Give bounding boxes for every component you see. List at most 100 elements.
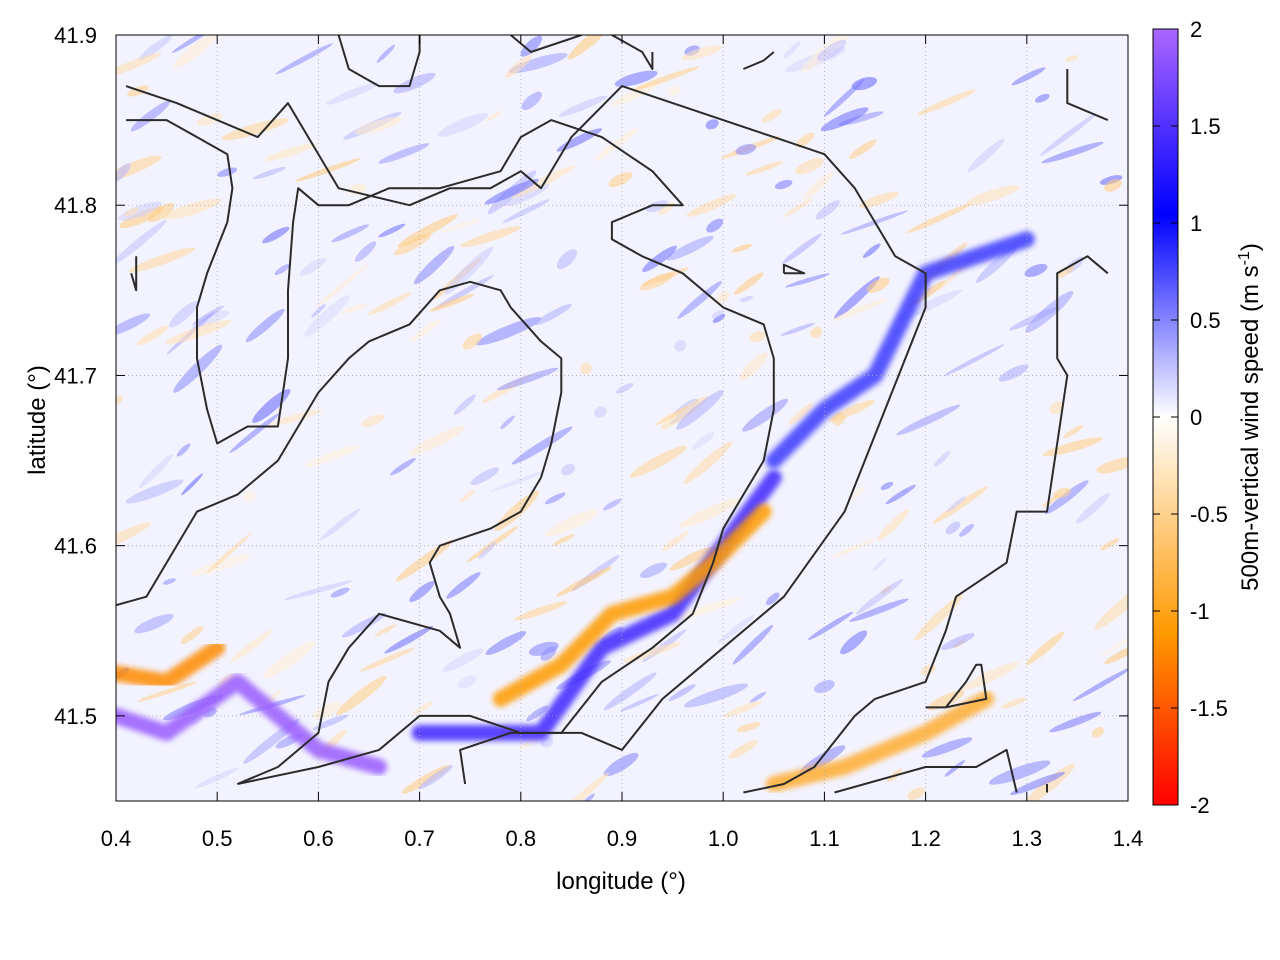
heatmap-cell [116, 313, 151, 336]
heatmap-cell [252, 389, 291, 423]
colorbar-tick-label: 2 [1190, 17, 1202, 42]
downdraft-band-ridge [492, 503, 772, 707]
heatmap-cell [594, 127, 639, 161]
heatmap-cell [444, 246, 494, 295]
heatmap-cell [497, 367, 559, 391]
contour-line [782, 263, 806, 275]
heatmap-cell [1099, 175, 1123, 185]
heatmap-cell [739, 352, 768, 381]
contour-line [743, 255, 1109, 794]
heatmap-cell [1049, 401, 1065, 414]
heatmap-cell [1100, 538, 1120, 551]
heatmap-cell [116, 220, 167, 266]
heatmap-cell [1011, 67, 1046, 86]
contour-line [116, 280, 563, 785]
heatmap-cell [484, 178, 539, 205]
heatmap-cell [397, 214, 458, 248]
x-tick-label: 0.4 [101, 826, 132, 851]
heatmap-cell [848, 485, 866, 502]
heatmap-cell [123, 207, 139, 217]
y-tick-label: 41.6 [54, 534, 97, 559]
heatmap-cell [540, 646, 557, 661]
heatmap-cell [872, 557, 888, 571]
heatmap-cell [683, 441, 733, 484]
heatmap-cell [437, 113, 489, 137]
heatmap-cell [733, 272, 764, 295]
heatmap-cell [1001, 697, 1027, 709]
heatmap-cell [299, 257, 327, 276]
x-tick-label: 0.8 [506, 826, 537, 851]
heatmap-cell [1076, 492, 1111, 524]
heatmap-cell [728, 740, 758, 759]
heatmap-cell [940, 633, 975, 650]
heatmap-cell [384, 625, 434, 654]
heatmap-cell [966, 185, 1020, 206]
heatmap-cell [1072, 667, 1128, 702]
heatmap-cell [229, 413, 280, 453]
heatmap-cell [840, 630, 868, 655]
heatmap-cell [245, 308, 285, 343]
heatmap-cell [410, 319, 442, 342]
heatmap-cell [932, 486, 988, 524]
heatmap-cell [162, 198, 222, 220]
colorbar-tick-label: 1 [1190, 211, 1202, 236]
heatmap-cell [603, 752, 639, 777]
heatmap-cell [692, 432, 715, 450]
y-tick-label: 41.5 [54, 704, 97, 729]
heatmap-cell [735, 144, 757, 155]
heatmap-cell [1042, 437, 1103, 457]
heatmap-cell [136, 325, 169, 346]
heatmap-cell [679, 498, 740, 528]
heatmap-cell [914, 594, 963, 641]
heatmap-cell [284, 580, 352, 601]
heatmap-cell [681, 45, 722, 61]
heatmap-cell [615, 383, 634, 394]
heatmap-cell [502, 199, 550, 223]
heatmap-cell [742, 398, 789, 432]
heatmap-cell [668, 85, 681, 96]
heatmap-cell [855, 578, 904, 615]
heatmap-cell [917, 89, 976, 116]
heatmap-cell [717, 614, 756, 644]
heatmap-cell [442, 648, 484, 672]
y-axis-label: latitude (°) [24, 365, 51, 475]
heatmap-cell [116, 522, 151, 554]
heatmap-cell [795, 157, 824, 175]
heatmap-cell [125, 479, 184, 504]
heatmap-cell [331, 224, 370, 243]
heatmap-cell [418, 765, 453, 790]
heatmap-cell [339, 303, 368, 314]
contour-line [510, 35, 582, 53]
colorbar-tick-label: -2 [1190, 793, 1210, 818]
heatmap-cell [1094, 587, 1128, 630]
heatmap-cell [264, 142, 317, 162]
heatmap-cell [567, 35, 612, 60]
heatmap-cell [393, 72, 436, 94]
heatmap-cell [486, 110, 503, 122]
heatmap-cell [1049, 711, 1102, 733]
heatmap-cell [316, 264, 368, 308]
heatmap-cell [959, 523, 975, 537]
colorbar-tick-label: 0.5 [1190, 308, 1221, 333]
heatmap-cell [896, 404, 961, 436]
heatmap-cell [885, 484, 916, 505]
heatmap-cell [686, 194, 737, 217]
heatmap-cell [119, 206, 164, 229]
heatmap-cell [603, 672, 657, 711]
heatmap-cell [478, 541, 496, 560]
colorbar-tick-label: 0 [1190, 405, 1202, 430]
heatmap-cell [180, 626, 204, 644]
heatmap-cell [446, 572, 481, 599]
heatmap-cell [674, 339, 687, 352]
heatmap-cell [1025, 631, 1065, 666]
heatmap-cell [774, 179, 793, 190]
heatmap-cell [263, 641, 315, 679]
heatmap-cell [1024, 263, 1048, 277]
y-tick-label: 41.9 [54, 23, 97, 48]
heatmap-cell [511, 165, 575, 199]
heatmap-cell [521, 91, 542, 111]
contour-line [743, 51, 775, 70]
heatmap-cell [319, 508, 361, 541]
heatmap-cell [267, 409, 323, 427]
heatmap-cell [1063, 425, 1084, 439]
